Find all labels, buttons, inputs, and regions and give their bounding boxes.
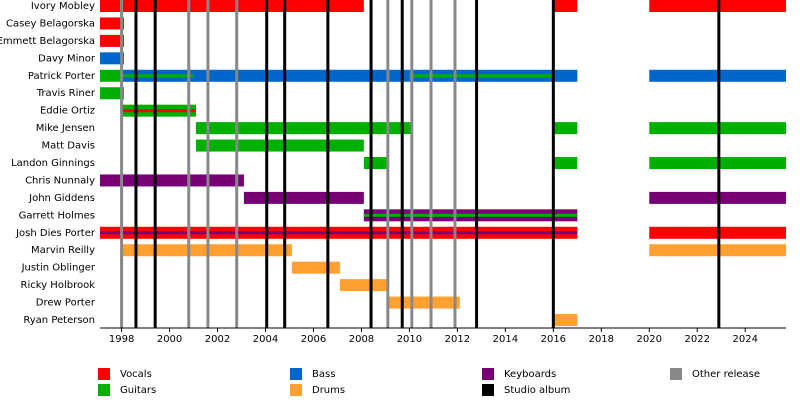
tenure-bar — [339, 279, 388, 292]
legend-label: Keyboards — [504, 369, 556, 380]
tenure-bar — [553, 69, 578, 82]
x-tick-label: 2002 — [205, 334, 230, 345]
x-tick-label: 2024 — [732, 334, 757, 345]
legend-label: Studio album — [504, 385, 570, 396]
tenure-stripe — [121, 74, 194, 78]
member-name: Ricky Holbrook — [21, 280, 96, 291]
x-tick-label: 2008 — [349, 334, 374, 345]
tenure-bar — [193, 69, 410, 82]
legend-swatch — [98, 368, 110, 380]
tenure-bar — [100, 17, 124, 30]
tenure-bar — [195, 139, 364, 152]
member-name: Emmett Belagorska — [0, 36, 95, 47]
tenure-bar — [553, 157, 578, 169]
tenure-bar — [553, 314, 578, 326]
x-tick-label: 2010 — [397, 334, 422, 345]
tenure-bar — [100, 0, 364, 12]
x-tick-label: 2020 — [637, 334, 662, 345]
tenure-bar — [100, 34, 124, 47]
member-name: Ivory Mobley — [31, 1, 95, 12]
x-tick-label: 1998 — [109, 334, 134, 345]
member-name: Chris Nunnaly — [25, 175, 95, 186]
x-tick-label: 2014 — [493, 334, 518, 345]
x-tick-label: 2016 — [541, 334, 566, 345]
legend-label: Drums — [312, 385, 345, 396]
x-tick-label: 2018 — [589, 334, 614, 345]
member-name: Patrick Porter — [28, 71, 96, 82]
tenure-bar — [100, 87, 124, 100]
member-name: Marvin Reilly — [31, 245, 95, 256]
member-name: Ryan Peterson — [23, 315, 95, 326]
tenure-bar — [195, 122, 412, 135]
x-tick-label: 2012 — [445, 334, 470, 345]
x-tick-label: 2022 — [685, 334, 710, 345]
tenure-bar — [243, 191, 364, 204]
member-name: Josh Dies Porter — [15, 228, 96, 239]
member-name: Landon Ginnings — [11, 158, 95, 169]
tenure-bar — [553, 122, 578, 135]
legend-label: Guitars — [120, 385, 156, 396]
member-name: Mike Jensen — [36, 123, 95, 134]
tenure-stripe — [100, 231, 578, 235]
legend-swatch — [670, 368, 682, 380]
legend-swatch — [290, 368, 302, 380]
tenure-bar — [363, 157, 388, 169]
member-name: Justin Oblinger — [21, 263, 96, 274]
x-tick-label: 2006 — [301, 334, 326, 345]
tenure-stripe — [121, 109, 196, 113]
member-name: Drew Porter — [36, 298, 96, 309]
legend-label: Other release — [692, 369, 760, 380]
tenure-stripe — [363, 213, 578, 217]
tenure-bar — [291, 261, 340, 274]
tenure-bar — [387, 296, 460, 309]
member-name: Eddie Ortiz — [40, 106, 95, 117]
member-name: Garrett Holmes — [19, 210, 95, 221]
x-tick-label: 2004 — [253, 334, 278, 345]
x-tick-label: 2000 — [157, 334, 182, 345]
tenure-bar — [100, 69, 122, 82]
legend-swatch — [482, 368, 494, 380]
member-name: John Giddens — [28, 193, 95, 204]
member-name: Casey Belagorska — [6, 18, 95, 29]
member-name: Davy Minor — [38, 53, 96, 64]
tenure-stripe — [409, 74, 554, 78]
legend-swatch — [98, 384, 110, 396]
tenure-bar — [100, 52, 124, 65]
legend-label: Vocals — [120, 369, 152, 380]
legend-swatch — [290, 384, 302, 396]
member-name: Travis Riner — [36, 88, 96, 99]
legend-label: Bass — [312, 369, 335, 380]
legend-swatch — [482, 384, 494, 396]
member-name: Matt Davis — [41, 141, 95, 152]
tenure-bar — [553, 0, 578, 12]
